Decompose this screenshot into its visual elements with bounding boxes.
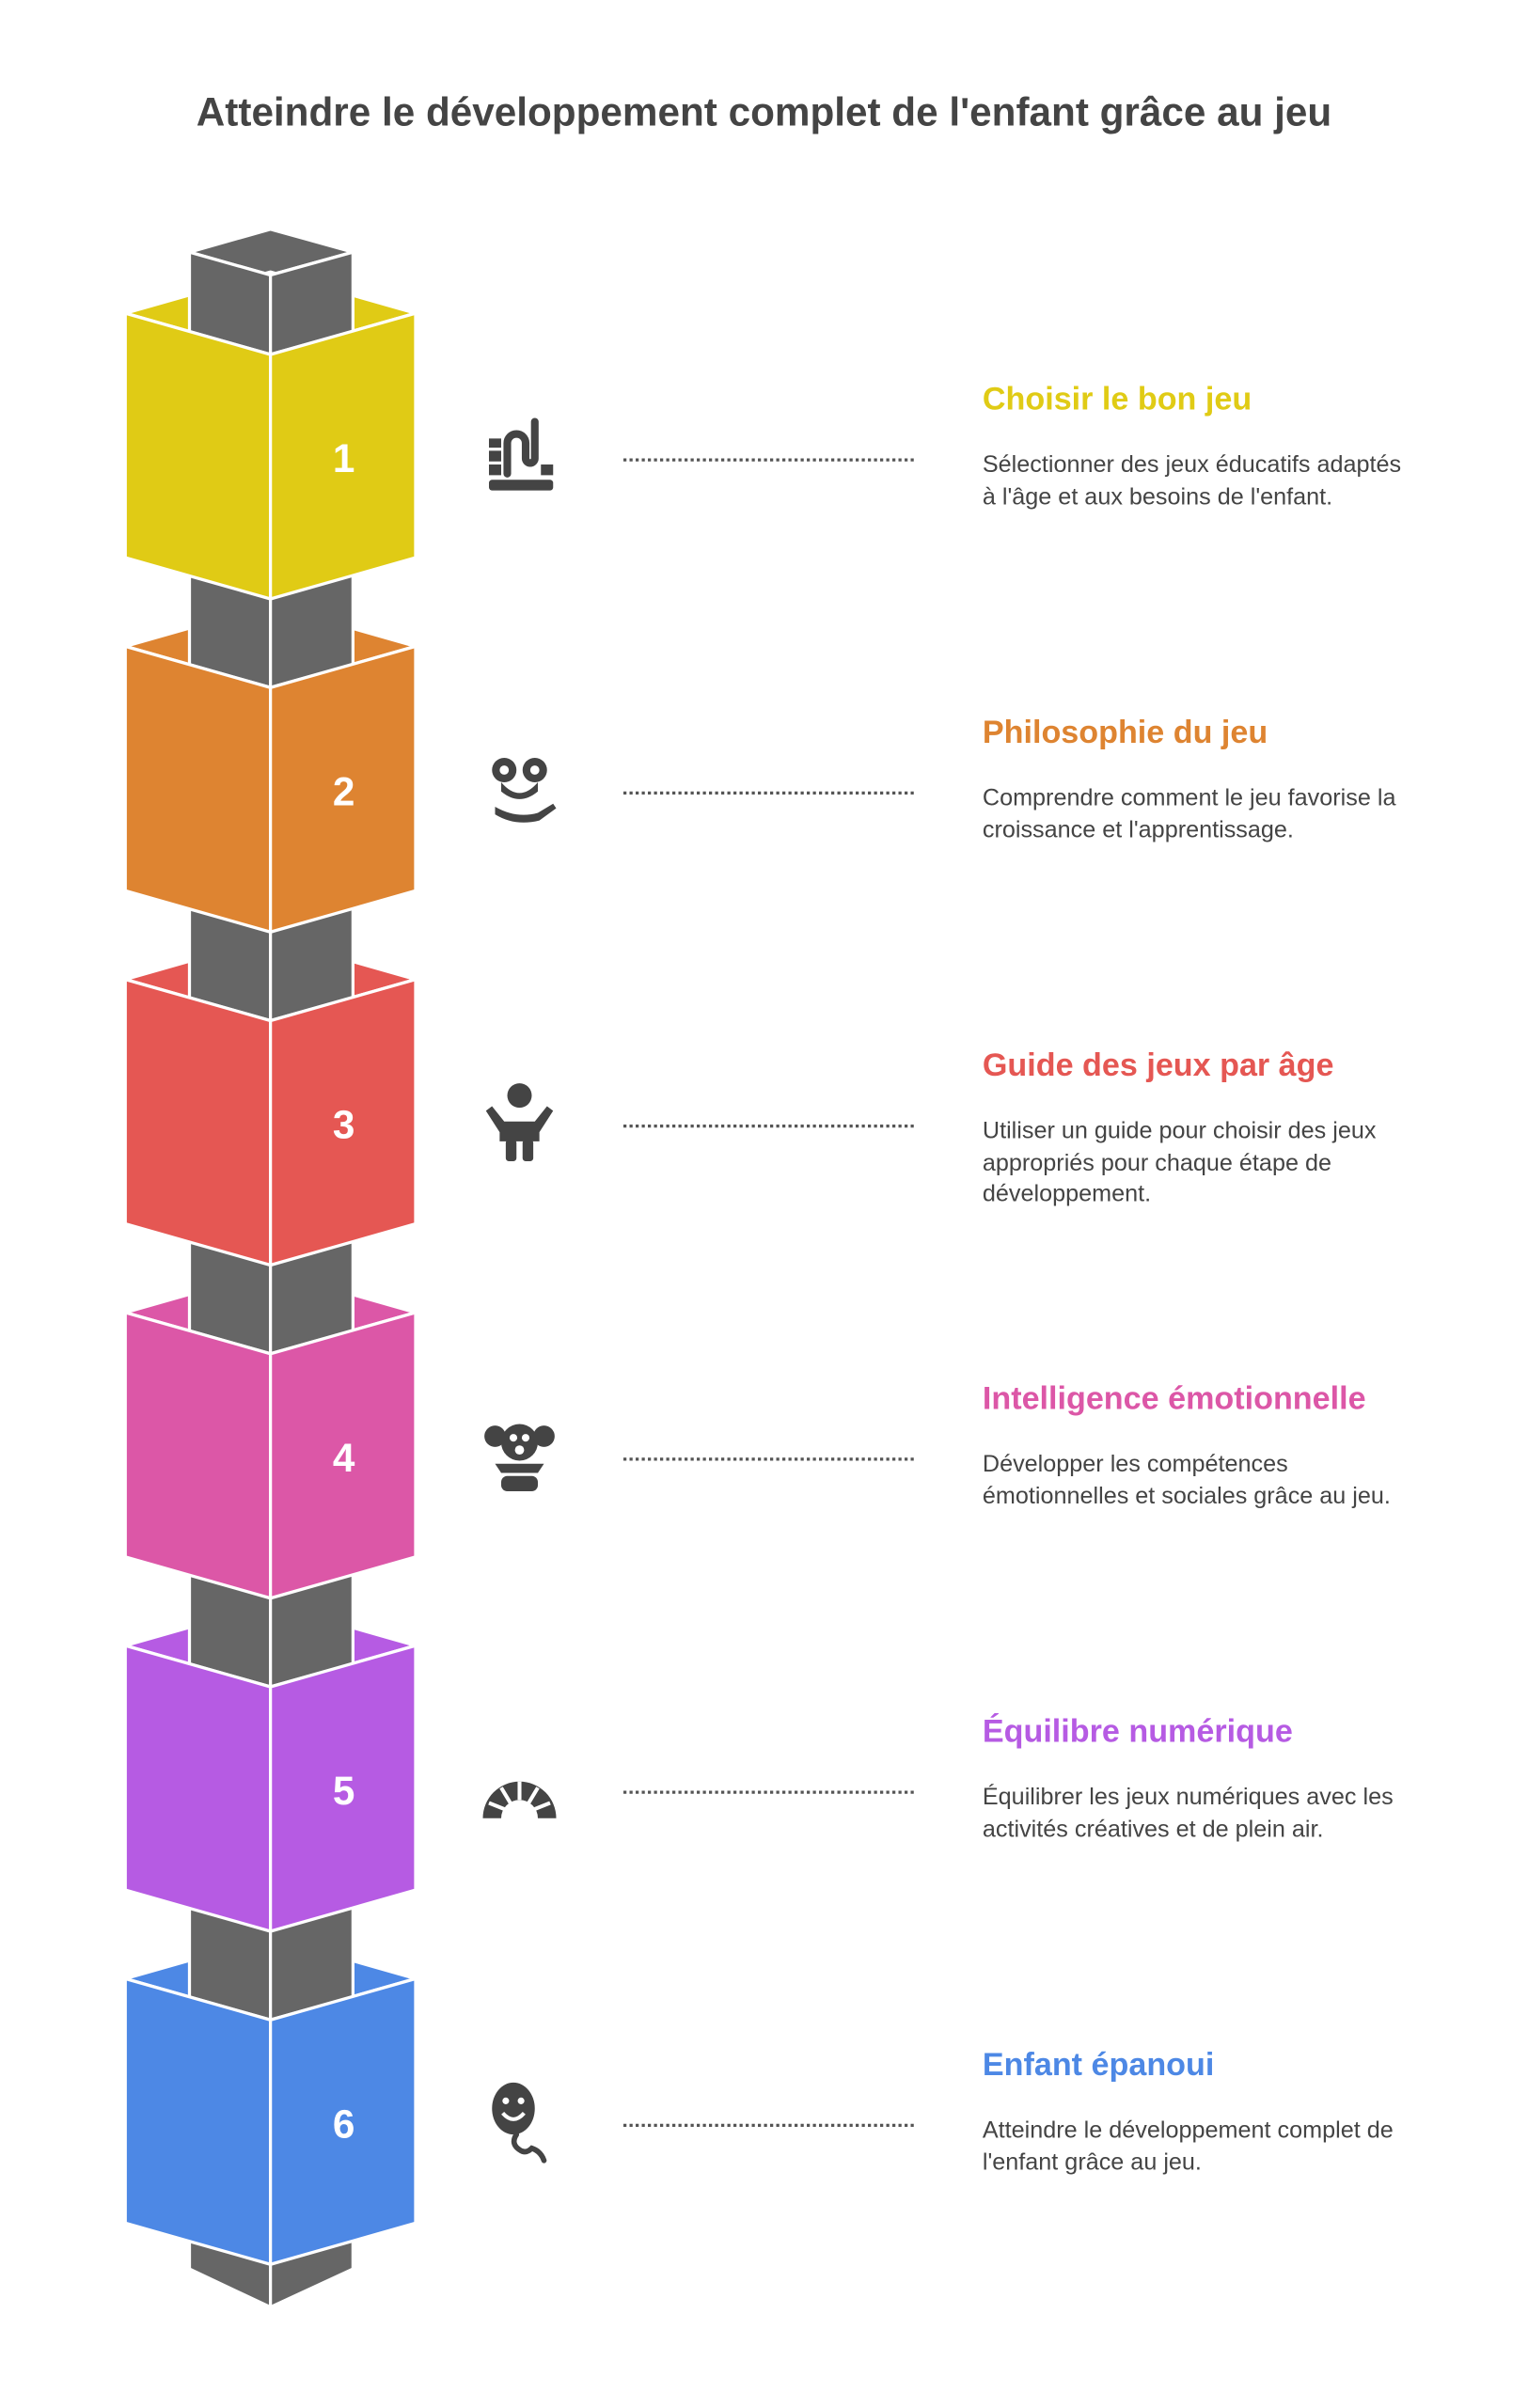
step-description: Sélectionner des jeux éducatifs adaptés … bbox=[982, 452, 1402, 510]
rainbow-arch-icon bbox=[482, 1781, 557, 1818]
connector-dots bbox=[623, 2123, 914, 2127]
step-title: Choisir le bon jeu bbox=[982, 382, 1252, 417]
connector-dots bbox=[623, 1790, 914, 1794]
cube-front-left bbox=[123, 1644, 273, 1933]
step-number: 6 bbox=[332, 2101, 355, 2148]
step-description: Équilibrer les jeux numériques avec les … bbox=[982, 1785, 1394, 1842]
cube-front-right bbox=[269, 978, 417, 1267]
cube-front-left bbox=[123, 644, 273, 934]
clown-icon bbox=[484, 1424, 555, 1491]
cube-front-left bbox=[123, 311, 273, 601]
cube-front-left bbox=[123, 978, 273, 1267]
connector-dots bbox=[623, 1457, 914, 1461]
step-number: 5 bbox=[332, 1768, 355, 1814]
cube-front-right bbox=[269, 311, 417, 601]
connector-dots bbox=[623, 791, 914, 795]
step-title: Équilibre numérique bbox=[982, 1714, 1293, 1750]
smiling-balloon-icon bbox=[492, 2082, 547, 2164]
step-number: 4 bbox=[332, 1434, 355, 1481]
step-number: 1 bbox=[332, 435, 355, 481]
step-title: Intelligence émotionnelle bbox=[982, 1381, 1366, 1417]
cube-front-right bbox=[269, 1976, 417, 2266]
page-title: Atteindre le développement complet de l'… bbox=[196, 88, 1332, 134]
abacus-toy-icon bbox=[489, 417, 554, 491]
child-icon bbox=[485, 1083, 554, 1161]
step-number: 2 bbox=[332, 768, 355, 815]
cube-front-left bbox=[123, 1311, 273, 1600]
step-description: Utiliser un guide pour choisir des jeux … bbox=[982, 1118, 1377, 1207]
step-title: Enfant épanoui bbox=[982, 2047, 1215, 2083]
step-number: 3 bbox=[332, 1101, 355, 1148]
step-description: Développer les compétences émotionnelles… bbox=[982, 1451, 1391, 1509]
step-title: Philosophie du jeu bbox=[982, 715, 1268, 750]
step-description: Atteindre le développement complet de l'… bbox=[982, 2117, 1394, 2176]
cube-front-left bbox=[123, 1976, 273, 2266]
connector-dots bbox=[623, 1125, 914, 1128]
connector-dots bbox=[623, 458, 914, 462]
cube-front-right bbox=[269, 1311, 417, 1600]
step-title: Guide des jeux par âge bbox=[982, 1047, 1334, 1084]
playful-face-hand-icon bbox=[492, 758, 557, 823]
cube-front-right bbox=[269, 644, 417, 934]
step-description: Comprendre comment le jeu favorise la cr… bbox=[982, 785, 1396, 843]
cube-front-right bbox=[269, 1644, 417, 1933]
